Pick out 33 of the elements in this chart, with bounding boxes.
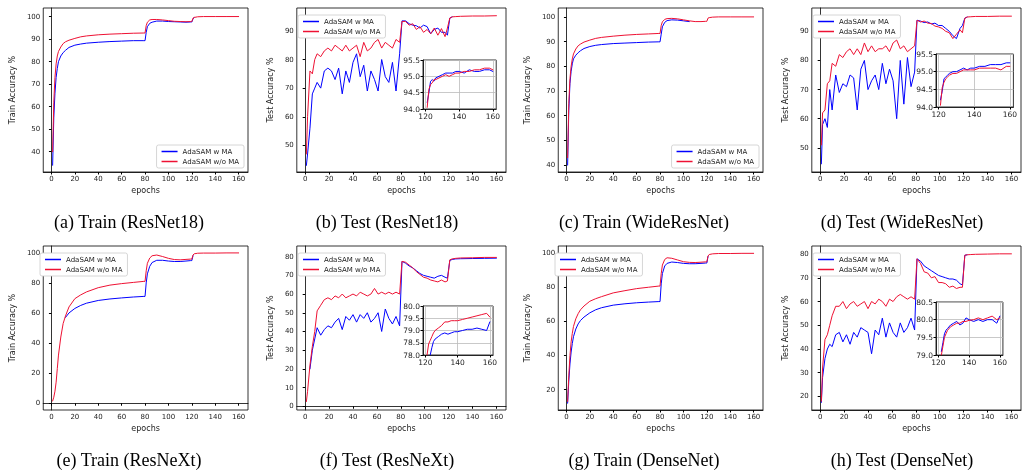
y-axis-title: Train Accuracy % (522, 293, 532, 364)
text: (b) Test (ResNet18) (315, 212, 458, 233)
text: (g) Train (DenseNet) (568, 450, 720, 471)
line-series (820, 253, 1012, 402)
x-axis-title: epochs (901, 186, 931, 196)
y-axis-title: Test Accuracy % (265, 57, 274, 124)
y-axis-title: Test Accuracy % (780, 295, 789, 362)
text: (e) Train (ResNeXt) (56, 450, 202, 471)
x-axis-title: epochs (386, 424, 416, 434)
text: (f) Test (ResNeXt) (319, 450, 454, 471)
x-axis-title: epochs (131, 424, 160, 434)
line-series (567, 252, 755, 402)
x-axis-title: epochs (901, 424, 931, 434)
y-axis-title: Train Accuracy % (522, 55, 532, 126)
text: (a) Train (ResNet18) (54, 212, 204, 233)
line-series (567, 16, 755, 159)
y-axis-title: Test Accuracy % (265, 295, 274, 362)
line-series (426, 312, 491, 356)
y-axis-title: Train Accuracy % (7, 55, 17, 126)
line-series (429, 321, 491, 356)
line-series (52, 252, 240, 402)
text: (c) Train (WideResNet) (558, 212, 730, 233)
line-series (305, 256, 497, 403)
x-axis-title: epochs (646, 424, 675, 434)
line-series (308, 257, 497, 370)
x-axis-title: epochs (131, 186, 160, 196)
text: (d) Test (WideResNet) (820, 212, 983, 233)
y-axis-title: Train Accuracy % (7, 293, 17, 364)
x-axis-title: epochs (646, 186, 675, 196)
x-axis-title: epochs (386, 186, 416, 196)
text: (h) Test (DenseNet) (830, 450, 973, 471)
line-series (52, 16, 240, 153)
y-axis-title: Test Accuracy % (780, 57, 789, 124)
